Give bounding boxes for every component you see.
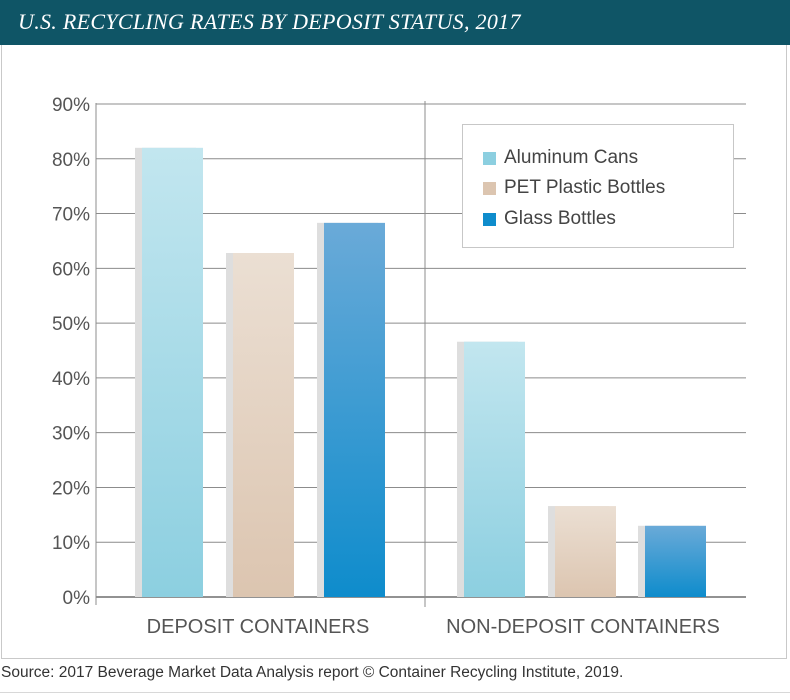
y-tick-label: 80% <box>52 150 90 171</box>
x-category-label: DEPOSIT CONTAINERS <box>147 616 370 638</box>
y-tick-label: 20% <box>52 478 90 499</box>
legend-swatch-glass-bottles <box>483 212 496 226</box>
y-tick-label: 50% <box>52 314 90 335</box>
y-tick-label: 70% <box>52 205 90 226</box>
legend-swatch-aluminum-cans <box>483 151 496 165</box>
y-tick-label: 60% <box>52 259 90 280</box>
x-category-label: NON-DEPOSIT CONTAINERS <box>446 616 720 638</box>
chart-frame <box>1 45 787 659</box>
bar-pet-plastic-bottles <box>233 252 294 598</box>
y-tick-label: 40% <box>52 369 90 390</box>
legend-item-glass-bottles: Glass Bottles <box>483 207 616 231</box>
y-tick-label: 10% <box>52 533 90 554</box>
legend-label-pet-plastic-bottles: PET Plastic Bottles <box>504 177 666 198</box>
legend-label-aluminum-cans: Aluminum Cans <box>504 147 639 168</box>
y-tick-label: 90% <box>52 95 90 116</box>
source-note: Source: 2017 Beverage Market Data Analys… <box>1 664 624 681</box>
chart-header: U.S. RECYCLING RATES BY DEPOSIT STATUS, … <box>0 0 790 45</box>
bar-aluminum-cans <box>464 341 525 597</box>
bar-chart: 0% 10% 20% 30% 40% 50% 60% 70% 80% 90% DEPOSIT CON… <box>52 95 746 638</box>
legend-item-aluminum-cans: Aluminum Cans <box>483 146 638 170</box>
bar-aluminum-cans <box>142 147 203 598</box>
legend: Aluminum Cans PET Plastic Bottles Glass … <box>462 124 734 248</box>
bar-glass-bottles <box>645 525 706 597</box>
legend-label-glass-bottles: Glass Bottles <box>504 208 616 229</box>
bar-glass-bottles <box>324 222 385 597</box>
y-tick-label: 0% <box>63 588 91 609</box>
chart-title: U.S. RECYCLING RATES BY DEPOSIT STATUS, … <box>18 9 521 34</box>
bar-pet-plastic-bottles <box>555 506 616 597</box>
y-tick-label: 30% <box>52 424 90 445</box>
bottom-divider <box>0 692 790 693</box>
legend-swatch-pet-plastic-bottles <box>483 181 496 195</box>
legend-item-pet-plastic-bottles: PET Plastic Bottles <box>483 176 665 200</box>
